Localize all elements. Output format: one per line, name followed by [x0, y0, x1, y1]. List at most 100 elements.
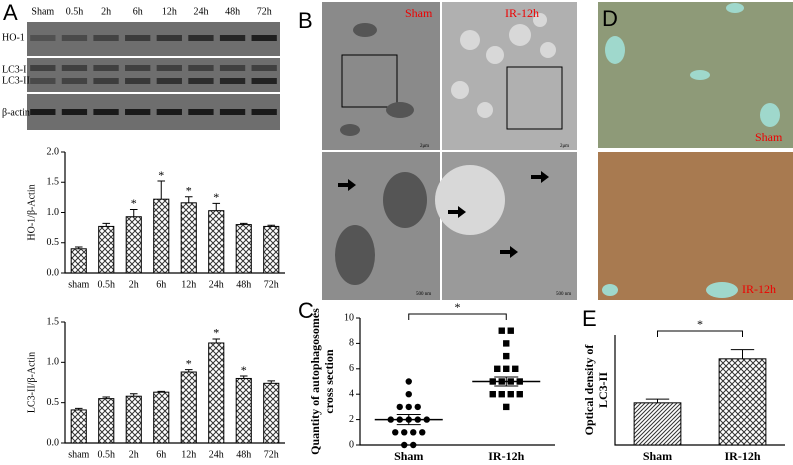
blot-band: [156, 35, 182, 41]
significance-label: *: [213, 326, 219, 340]
x-tick-label: 48h: [236, 279, 251, 290]
y-tick-label: 2: [349, 414, 354, 425]
scale-bar: 2μm: [420, 144, 429, 149]
y-tick-label: 1.5: [47, 177, 60, 188]
blot-band: [61, 35, 88, 41]
blot-row-label: LC3-II: [2, 75, 30, 86]
error-bar: [212, 202, 221, 211]
blot-band: [188, 35, 214, 41]
error-bar: [239, 375, 248, 379]
bar: [633, 402, 682, 446]
y-tick-label: 6: [349, 363, 354, 374]
blot-band: [93, 78, 119, 84]
point: [396, 403, 403, 411]
error-bar: [102, 222, 111, 227]
blot-band: [188, 65, 214, 71]
bar: [153, 391, 170, 444]
y-tick-label: 1.0: [47, 207, 60, 218]
y-tick-label: 4: [349, 388, 354, 399]
x-tick-label: 48h: [236, 449, 251, 460]
blot-divider: [27, 56, 280, 58]
error-bar: [129, 393, 138, 397]
blot-band: [156, 78, 182, 84]
bar: [98, 398, 115, 444]
x-tick-label: 6h: [156, 449, 166, 460]
x-tick-label: 0.5h: [98, 279, 116, 290]
blot-lane-label: 48h: [225, 6, 240, 17]
x-tick-label: Sham: [643, 449, 672, 463]
point: [494, 365, 501, 372]
panel-letter: D: [602, 6, 618, 31]
y-tick-label: 1.5: [47, 316, 60, 327]
y-tick-label: 0: [349, 439, 354, 450]
blot-band: [93, 65, 119, 71]
error-bar: [102, 396, 111, 399]
vacuoles: [435, 13, 556, 235]
y-tick-label: 1.0: [47, 357, 60, 368]
blot-band: [219, 78, 246, 84]
panel-letter: C: [298, 298, 314, 323]
point: [516, 391, 523, 398]
ihc-label: IR-12h: [742, 282, 776, 296]
scale-bar: 2μm: [560, 144, 569, 149]
bar: [263, 382, 280, 444]
blot-lane-label: 2h: [101, 6, 111, 17]
point: [507, 327, 514, 334]
blot-band: [125, 78, 151, 84]
significance-label: *: [455, 300, 461, 314]
error-bar: [396, 414, 421, 426]
error-bar: [184, 196, 193, 203]
blot-band: [30, 109, 56, 115]
significance-bracket: [657, 330, 743, 337]
y-tick-label: 0.5: [47, 397, 60, 408]
point: [503, 365, 510, 372]
significance-label: *: [158, 168, 164, 182]
scale-bar: 500 nm: [556, 292, 571, 297]
x-tick-label: 6h: [156, 279, 166, 290]
blot-band: [30, 65, 56, 71]
blot-band: [251, 65, 277, 71]
y-axis-label: cross section: [322, 349, 336, 413]
point: [410, 429, 417, 436]
error-bar: [157, 390, 166, 393]
blot-row-label: HO-1: [2, 32, 25, 43]
y-axis-label: HO-1/β-Actin: [26, 184, 37, 240]
point: [498, 327, 505, 334]
blot-lane-label: Sham: [31, 6, 54, 17]
blot-band: [251, 109, 277, 115]
blot-band: [219, 65, 246, 71]
blot-band: [93, 35, 119, 41]
blot-band: [156, 65, 182, 71]
blot-lane-label: 6h: [133, 6, 143, 17]
error-bar: [645, 398, 670, 403]
bar: [180, 202, 197, 274]
point: [503, 340, 510, 347]
point: [405, 378, 412, 385]
bar: [180, 371, 197, 444]
y-tick-label: 0.0: [47, 267, 60, 278]
error-bar: [730, 349, 755, 359]
bar: [98, 225, 115, 274]
micrograph: [322, 152, 440, 300]
point: [401, 441, 408, 449]
y-axis-label: LC3-II: [596, 372, 610, 408]
x-tick-label: 12h: [181, 279, 196, 290]
error-bar: [74, 246, 83, 249]
x-tick-label: 72h: [264, 279, 279, 290]
x-tick-label: 2h: [129, 449, 139, 460]
error-bar: [267, 380, 276, 384]
blot-lane-label: 0.5h: [66, 6, 84, 17]
point: [405, 403, 412, 411]
y-tick-label: 0.0: [47, 437, 60, 448]
error-bar: [74, 407, 83, 410]
blot-band: [251, 35, 277, 41]
y-axis-label: Optical density of: [582, 344, 596, 436]
significance-label: *: [186, 184, 192, 198]
bar: [70, 409, 87, 444]
bar: [235, 377, 252, 444]
bar: [235, 224, 252, 274]
blot-band: [30, 35, 56, 41]
x-tick-label: sham: [68, 449, 89, 460]
point: [410, 441, 417, 449]
